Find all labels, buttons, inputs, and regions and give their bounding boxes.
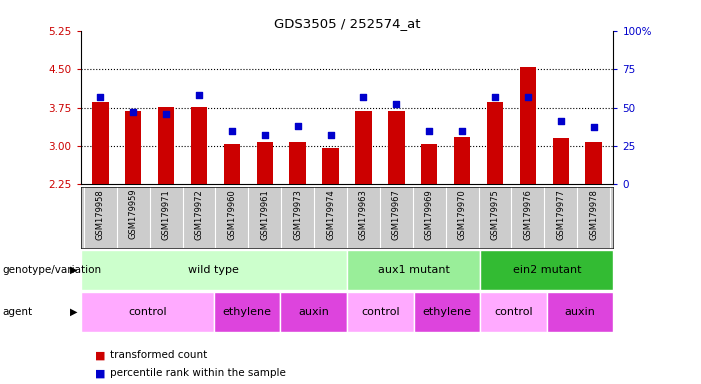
Bar: [347, 250, 480, 290]
Point: [390, 101, 402, 108]
Text: ■: ■: [95, 350, 109, 360]
Text: ethylene: ethylene: [223, 307, 271, 317]
Text: GSM179978: GSM179978: [589, 189, 598, 240]
Text: GSM179963: GSM179963: [359, 189, 368, 240]
Text: GSM179967: GSM179967: [392, 189, 401, 240]
Text: ▶: ▶: [69, 307, 77, 317]
Text: GDS3505 / 252574_at: GDS3505 / 252574_at: [274, 17, 420, 30]
Text: GSM179971: GSM179971: [162, 189, 170, 240]
Bar: [480, 292, 547, 332]
Text: percentile rank within the sample: percentile rank within the sample: [110, 368, 286, 378]
Point: [522, 94, 533, 100]
Bar: [421, 144, 437, 184]
Text: GSM179975: GSM179975: [491, 189, 500, 240]
Bar: [486, 103, 503, 184]
Bar: [414, 292, 480, 332]
Bar: [355, 111, 372, 184]
Bar: [552, 138, 569, 184]
Point: [456, 127, 468, 134]
Text: ▶: ▶: [69, 265, 77, 275]
Bar: [191, 107, 207, 184]
Point: [128, 109, 139, 115]
Text: GSM179972: GSM179972: [194, 189, 203, 240]
Text: GSM179974: GSM179974: [326, 189, 335, 240]
Text: GSM179959: GSM179959: [129, 189, 137, 240]
Bar: [547, 292, 613, 332]
Text: control: control: [361, 307, 400, 317]
Point: [489, 94, 501, 100]
Text: ein2 mutant: ein2 mutant: [512, 265, 581, 275]
Text: control: control: [494, 307, 533, 317]
Bar: [214, 292, 280, 332]
Bar: [92, 103, 109, 184]
Bar: [290, 142, 306, 184]
Bar: [81, 250, 347, 290]
Text: transformed count: transformed count: [110, 350, 207, 360]
Bar: [388, 111, 404, 184]
Text: control: control: [128, 307, 167, 317]
Text: GSM179976: GSM179976: [524, 189, 532, 240]
Point: [423, 127, 435, 134]
Bar: [280, 292, 347, 332]
Text: aux1 mutant: aux1 mutant: [378, 265, 449, 275]
Text: auxin: auxin: [564, 307, 596, 317]
Text: ethylene: ethylene: [423, 307, 471, 317]
Text: GSM179960: GSM179960: [227, 189, 236, 240]
Bar: [158, 107, 175, 184]
Text: ■: ■: [95, 368, 109, 378]
Text: wild type: wild type: [189, 265, 239, 275]
Point: [193, 92, 205, 98]
Text: genotype/variation: genotype/variation: [2, 265, 101, 275]
Text: GSM179977: GSM179977: [557, 189, 565, 240]
Point: [226, 127, 238, 134]
Bar: [322, 149, 339, 184]
Text: GSM179969: GSM179969: [425, 189, 434, 240]
Text: GSM179961: GSM179961: [260, 189, 269, 240]
Bar: [224, 144, 240, 184]
Text: auxin: auxin: [298, 307, 329, 317]
Bar: [480, 250, 613, 290]
Bar: [257, 142, 273, 184]
Point: [161, 111, 172, 117]
Bar: [454, 137, 470, 184]
Point: [555, 118, 566, 124]
Point: [358, 94, 369, 100]
Point: [325, 132, 336, 138]
Bar: [585, 142, 602, 184]
Text: GSM179970: GSM179970: [458, 189, 467, 240]
Text: GSM179958: GSM179958: [96, 189, 105, 240]
Bar: [519, 66, 536, 184]
Bar: [81, 292, 214, 332]
Text: GSM179973: GSM179973: [293, 189, 302, 240]
Point: [95, 94, 106, 100]
Bar: [347, 292, 414, 332]
Point: [292, 123, 304, 129]
Point: [588, 124, 599, 131]
Text: agent: agent: [2, 307, 32, 317]
Point: [259, 132, 271, 138]
Bar: [125, 111, 142, 184]
